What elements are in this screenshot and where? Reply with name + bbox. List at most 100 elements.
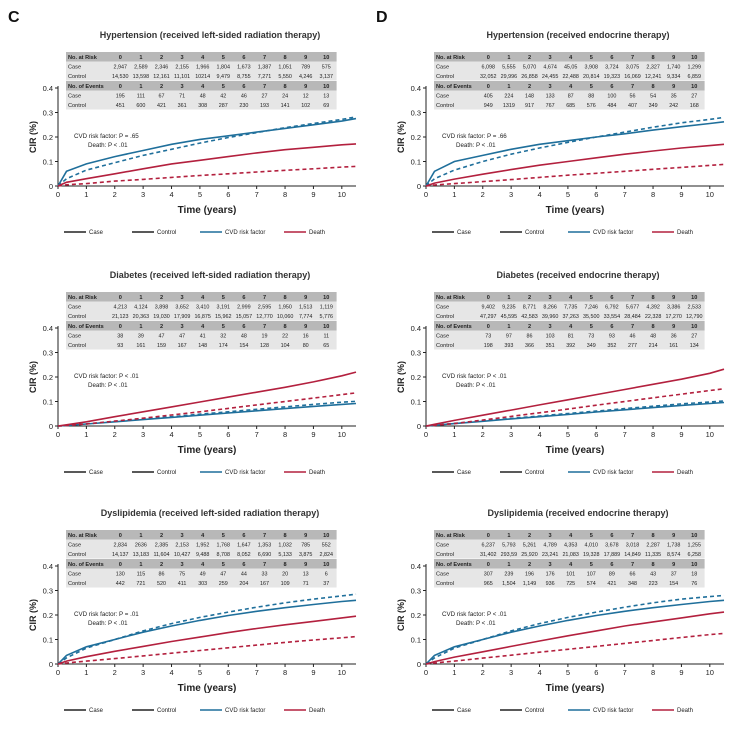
events-table-cell: 93 [609, 334, 615, 340]
events-table-cell: 27 [691, 94, 697, 100]
chart-panel-2: Hypertension (received endocrine therapy… [396, 30, 725, 236]
risk-table-cell: 1,738 [667, 543, 681, 549]
events-table-col-header: 8 [284, 324, 287, 330]
chart-title: Diabetes (received left-sided radiation … [110, 270, 311, 280]
x-tick-label: 7 [255, 668, 259, 677]
events-table-cell: 88 [588, 94, 594, 100]
risk-table-cell: 3,724 [605, 65, 619, 71]
events-table-col-header: 2 [160, 324, 163, 330]
risk-table-col-header: 7 [263, 55, 266, 61]
risk-table-cell: 11,335 [645, 552, 661, 558]
events-table-cell: 49 [200, 572, 206, 578]
risk-table-cell: 8,755 [237, 74, 251, 80]
risk-table-cell: 2636 [135, 543, 147, 549]
events-table-col-header: 9 [672, 562, 675, 568]
events-table-col-header: 9 [304, 84, 307, 90]
risk-table-col-header: 4 [201, 533, 205, 539]
risk-table-cell: 1,966 [196, 65, 210, 71]
events-table-cell: 41 [200, 334, 206, 340]
risk-table-row-bg [66, 549, 337, 559]
risk-table-col-header: 6 [242, 55, 245, 61]
risk-table-row-label: Control [68, 314, 86, 320]
events-table-cell: 242 [669, 103, 678, 109]
risk-table-col-header: 2 [160, 295, 163, 301]
events-table-col-header: 10 [691, 84, 697, 90]
risk-table-cell: 39,960 [542, 314, 559, 320]
y-axis-label: CIR (%) [396, 599, 406, 631]
risk-table-col-header: 7 [263, 533, 266, 539]
legend-cvd-label: CVD risk factor [593, 230, 633, 236]
events-table-row-bg [434, 100, 705, 110]
panel-letter-d: D [376, 9, 388, 26]
events-table-col-header: 4 [569, 562, 573, 568]
y-tick-label: 0.4 [43, 562, 53, 571]
cvd-control-line [57, 593, 357, 665]
risk-table-cell: 3,652 [175, 305, 189, 311]
events-table-cell: 27 [691, 334, 697, 340]
risk-table-cell: 35,500 [583, 314, 600, 320]
events-table-cell: 167 [260, 581, 269, 587]
events-table-cell: 48 [200, 94, 206, 100]
risk-table-col-header: 0 [119, 295, 122, 301]
risk-table-col-header: 8 [652, 533, 655, 539]
x-tick-label: 9 [311, 668, 315, 677]
events-table-col-header: 6 [242, 324, 245, 330]
events-table-col-header: 3 [181, 324, 184, 330]
risk-table-col-header: 5 [590, 55, 593, 61]
events-table-cell: 36 [671, 334, 677, 340]
x-tick-label: 8 [651, 668, 655, 677]
x-tick-label: 2 [113, 668, 117, 677]
risk-table-col-header: 3 [181, 533, 184, 539]
pvalue-cvd: CVD risk factor: P = .65 [74, 133, 139, 140]
risk-table-cell: 4,124 [134, 305, 148, 311]
risk-table-col-header: 10 [323, 295, 329, 301]
events-table-cell: 168 [690, 103, 699, 109]
x-tick-label: 8 [283, 430, 287, 439]
risk-table-row-bg [434, 61, 705, 71]
events-table-cell: 75 [179, 572, 185, 578]
events-table-cell: 348 [628, 581, 637, 587]
risk-table-col-header: 5 [222, 55, 225, 61]
events-table-cell: 230 [239, 103, 248, 109]
events-table-cell: 195 [116, 94, 125, 100]
risk-table-cell: 7,246 [585, 305, 599, 311]
events-table-col-header: 7 [631, 84, 634, 90]
events-table-cell: 176 [546, 572, 555, 578]
x-tick-label: 1 [84, 430, 88, 439]
risk-table-cell: 2,533 [688, 305, 702, 311]
risk-table-col-header: 2 [160, 55, 163, 61]
chart-panel-1: Hypertension (received left-sided radiat… [28, 30, 357, 236]
events-table-cell: 56 [630, 94, 636, 100]
risk-table-row-label: Case [436, 543, 449, 549]
legend-death-label: Death [309, 230, 325, 236]
risk-table-cell: 25,920 [521, 552, 538, 558]
y-tick-label: 0 [417, 422, 421, 431]
chart-panel-4: Diabetes (received endocrine therapy) No.… [396, 270, 725, 476]
risk-table-cell: 16,069 [624, 74, 641, 80]
risk-table-cell: 13,183 [133, 552, 150, 558]
death-case-line [425, 368, 725, 427]
risk-table-cell: 1,119 [320, 305, 333, 311]
events-table-cell: 174 [219, 343, 228, 349]
x-axis-label: Time (years) [178, 445, 237, 456]
legend-case-label: Case [457, 470, 472, 476]
events-table-col-header: 7 [263, 84, 266, 90]
risk-table-row-label: Control [68, 552, 86, 558]
events-table-col-header: 3 [181, 562, 184, 568]
cvd-case-line [425, 121, 725, 187]
risk-table-cell: 1,513 [299, 305, 313, 311]
x-tick-label: 9 [311, 190, 315, 199]
events-table-row-bg [66, 330, 337, 340]
risk-table-header: No. at Risk [436, 55, 466, 61]
events-table-cell: 18 [691, 572, 697, 578]
events-table-cell: 352 [607, 343, 616, 349]
risk-table-row-bg [434, 539, 705, 549]
risk-table-row-bg [434, 549, 705, 559]
events-table-cell: 405 [484, 94, 493, 100]
x-axis-label: Time (years) [546, 683, 605, 694]
events-table-cell: 81 [568, 334, 574, 340]
y-tick-label: 0 [49, 422, 53, 431]
risk-table-cell: 28,484 [624, 314, 641, 320]
events-table-col-header: 4 [569, 324, 573, 330]
events-table-row-label: Control [436, 103, 454, 109]
